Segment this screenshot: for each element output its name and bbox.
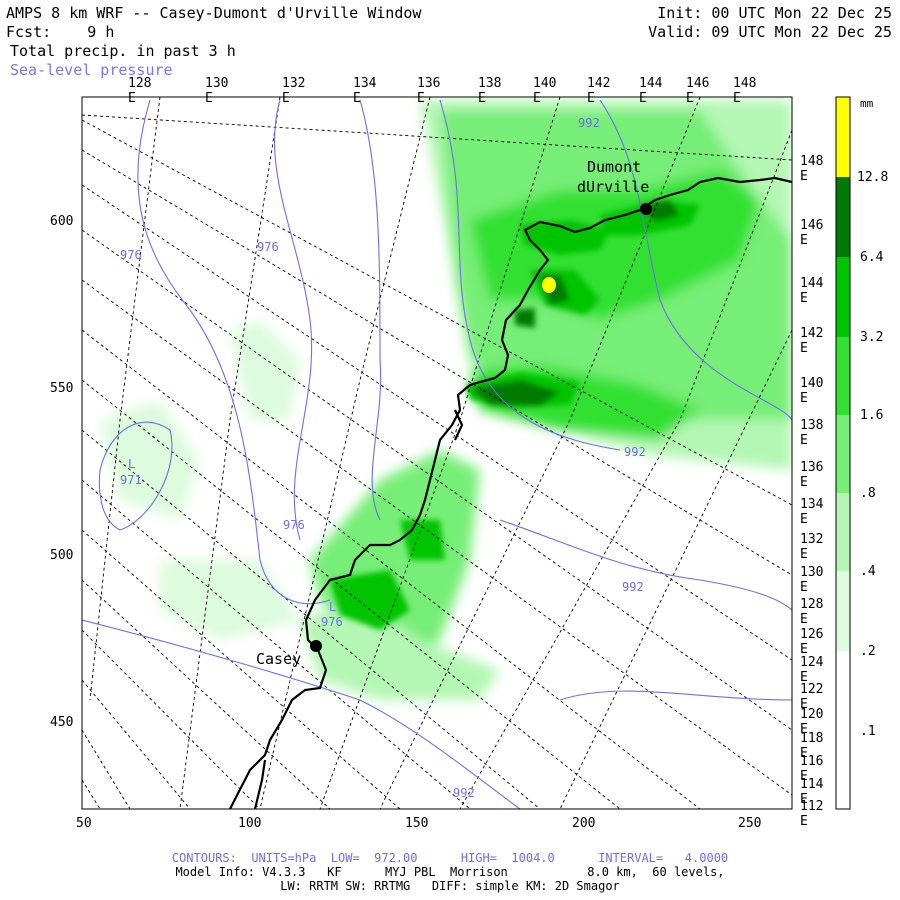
- y-tick-label: 500: [50, 548, 74, 563]
- lon-label: 144 E: [639, 76, 663, 106]
- lon-label: 148 E: [800, 154, 824, 184]
- lon-label: 116 E: [800, 754, 824, 784]
- colorbar-level: .4: [860, 564, 876, 579]
- y-tick-label: 600: [50, 214, 74, 229]
- pressure-label: 971: [120, 473, 142, 487]
- lon-label: 122 E: [800, 682, 824, 712]
- lon-label: 136 E: [417, 76, 441, 106]
- pressure-label: 992: [622, 580, 644, 594]
- pressure-label: 976: [321, 615, 343, 629]
- low-center-label: L: [128, 457, 136, 471]
- colorbar-level: 6.4: [860, 250, 884, 265]
- lon-label: 146 E: [686, 76, 710, 106]
- y-tick-label: 550: [50, 381, 74, 396]
- lon-label: 126 E: [800, 627, 824, 657]
- latlon-grid: [82, 97, 792, 809]
- pressure-label: 976: [283, 518, 305, 532]
- lon-label: 134 E: [800, 497, 824, 527]
- pressure-label: 992: [624, 445, 646, 459]
- x-tick-label: 250: [738, 816, 762, 831]
- lon-label: 148 E: [733, 76, 757, 106]
- station-label-dumont: Dumont: [587, 158, 642, 176]
- lon-label: 146 E: [800, 218, 824, 248]
- lon-label: 142 E: [587, 76, 611, 106]
- lon-label: 134 E: [353, 76, 377, 106]
- colorbar-level: 1.6: [860, 408, 884, 423]
- lon-label: 128 E: [800, 597, 824, 627]
- lon-label: 118 E: [800, 731, 824, 761]
- lon-label: 124 E: [800, 655, 824, 685]
- physics-info: LW: RRTM SW: RRTMG DIFF: simple KM: 2D S…: [280, 879, 620, 893]
- forecast-hour: Fcst: 9 h: [6, 23, 115, 41]
- map-frame: [81, 96, 793, 810]
- slp-contours: [82, 99, 792, 809]
- init-time: Init: 00 UTC Mon 22 Dec 25: [657, 4, 892, 22]
- lon-label: 140 E: [800, 376, 824, 406]
- lon-label: 128 E: [128, 76, 152, 106]
- valid-time: Valid: 09 UTC Mon 22 Dec 25: [648, 23, 892, 41]
- lon-label: 144 E: [800, 276, 824, 306]
- pressure-label: 976: [257, 240, 279, 254]
- dumont-durville-marker: [640, 203, 652, 215]
- model-title: AMPS 8 km WRF -- Casey-Dumont d'Urville …: [6, 4, 422, 22]
- x-tick-label: 200: [572, 816, 596, 831]
- x-tick-label: 50: [76, 816, 92, 831]
- lon-label: 138 E: [478, 76, 502, 106]
- model-info: Model Info: V4.3.3 KF MYJ PBL Morrison 8…: [175, 865, 725, 879]
- colorbar-level: 12.8: [857, 170, 889, 185]
- lon-label: 114 E: [800, 777, 824, 807]
- x-tick-label: 150: [405, 816, 429, 831]
- colorbar-level: .8: [860, 486, 876, 501]
- precip-shading: [100, 100, 792, 700]
- low-center-label: L: [329, 600, 337, 614]
- overlay-title: Sea-level pressure: [10, 61, 173, 79]
- lon-label: 140 E: [533, 76, 557, 106]
- lon-label: 132 E: [800, 532, 824, 562]
- lon-label: 138 E: [800, 418, 824, 448]
- casey-marker: [310, 640, 322, 652]
- lon-label: 120 E: [800, 707, 824, 737]
- lon-label: 130 E: [205, 76, 229, 106]
- station-label-casey: Casey: [256, 650, 302, 668]
- station-label-durville: dUrville: [577, 178, 650, 196]
- colorbar-level: 3.2: [860, 330, 884, 345]
- pressure-label: 992: [453, 786, 475, 800]
- lon-label: 130 E: [800, 565, 824, 595]
- colorbar-level: .2: [860, 644, 876, 659]
- y-tick-label: 450: [50, 715, 74, 730]
- colorbar: [835, 96, 851, 810]
- lon-label: 142 E: [800, 326, 824, 356]
- pressure-label: 976: [120, 248, 142, 262]
- contour-info: CONTOURS: UNITS=hPa LOW= 972.00 HIGH= 10…: [171, 851, 729, 865]
- colorbar-level: .1: [860, 724, 876, 739]
- lon-label: 112 E: [800, 799, 824, 829]
- lon-label: 132 E: [282, 76, 306, 106]
- lon-label: 136 E: [800, 460, 824, 490]
- x-tick-label: 100: [238, 816, 262, 831]
- colorbar-unit: mm: [860, 97, 874, 110]
- field-title: Total precip. in past 3 h: [10, 42, 236, 60]
- pressure-label: 992: [578, 116, 600, 130]
